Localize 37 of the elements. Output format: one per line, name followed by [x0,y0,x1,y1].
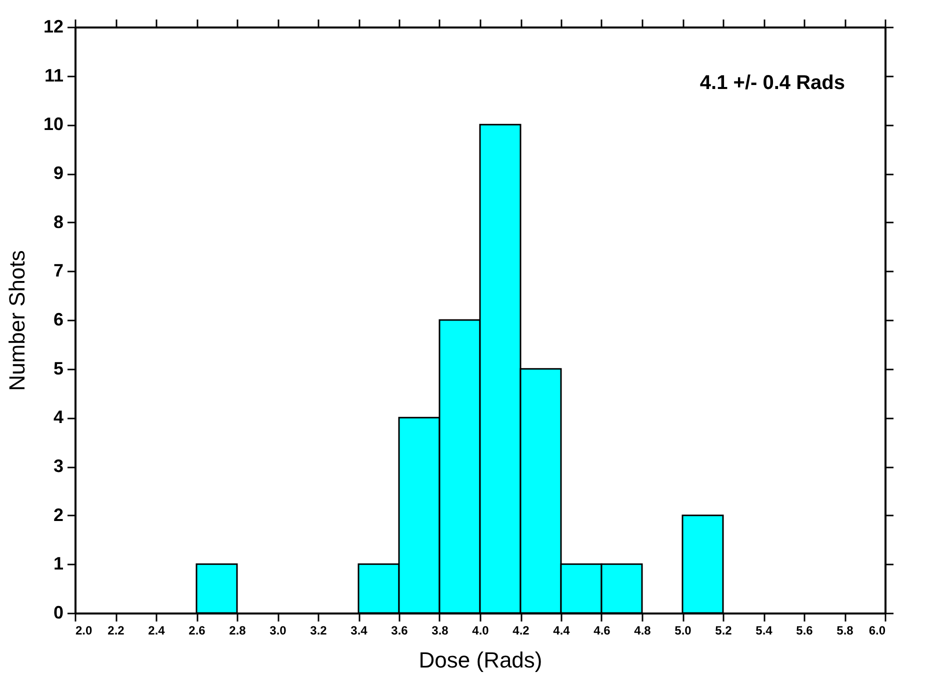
x-tick-label: 2.6 [188,624,206,638]
x-tick-label: 4.6 [594,624,611,638]
x-tick-label: 6.0 [868,624,886,638]
x-tick-label: 4.4 [553,624,570,638]
y-axis-title: Number Shots [4,250,30,391]
x-tick-label: 2.8 [229,624,246,638]
annotation: 4.1 +/- 0.4 Rads [700,72,845,94]
y-tick-label: 4 [53,407,64,428]
x-tick-label: 5.0 [674,624,692,638]
y-tick-label: 6 [53,310,64,330]
y-tick-label: 1 [53,554,64,574]
y-tick-label: 7 [53,260,64,281]
y-tick-label: 0 [53,602,64,622]
y-tick-label: 11 [44,65,64,86]
x-tick-label: 5.6 [796,624,814,638]
x-tick-label: 3.2 [310,624,328,638]
y-tick-label: 3 [53,456,64,476]
x-axis-title: Dose (Rads) [418,648,542,672]
y-tick-label: 5 [53,358,64,378]
x-tick-label: 4.2 [512,624,530,638]
y-tick-label: 10 [43,114,64,134]
x-tick-label: 3.0 [270,624,287,638]
x-tick-label: 2.2 [108,624,125,638]
x-tick-label: 2.0 [76,624,93,638]
x-tick-label: 5.8 [836,624,854,638]
x-tick-label: 3.8 [432,624,449,638]
x-tick-label: 4.8 [634,624,652,638]
y-tick-label: 9 [53,163,64,183]
y-tick-label: 8 [53,212,64,232]
x-tick-label: 4.0 [472,624,490,638]
x-tick-label: 2.4 [148,624,166,638]
x-tick-label: 5.4 [756,624,773,638]
y-tick-label: 2 [53,504,64,525]
x-tick-label: 3.6 [391,624,408,638]
x-tick-label: 3.4 [350,624,368,638]
y-tick-label: 12 [43,16,64,36]
x-tick-label: 5.2 [715,624,732,638]
